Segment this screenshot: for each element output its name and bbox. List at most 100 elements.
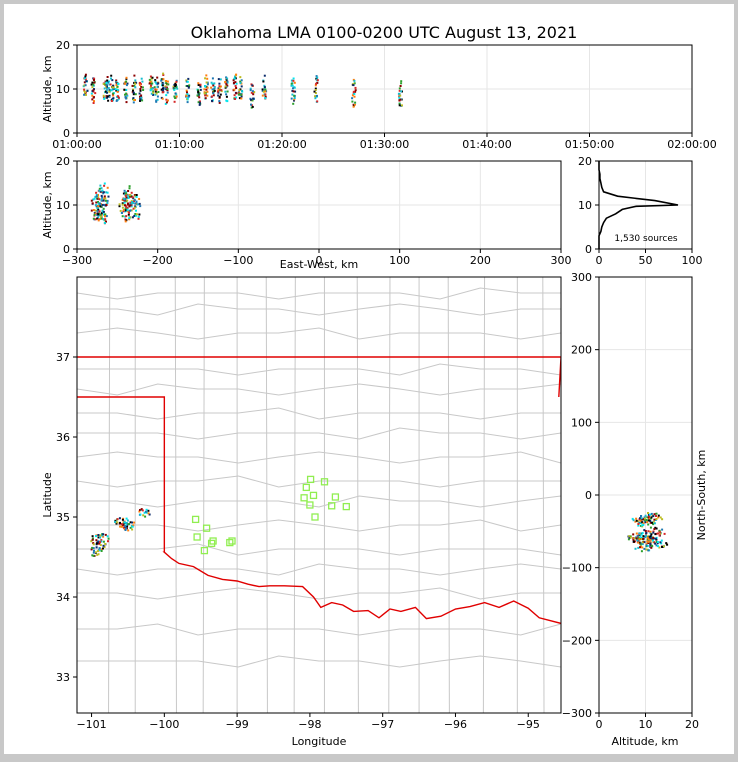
map-source-point [125,517,128,520]
time-height-point [83,84,86,87]
ns-point [652,530,655,533]
time-height-point [111,86,114,89]
map-source-point [92,554,95,557]
map-xtick-label: −95 [517,718,540,731]
map-source-point [107,540,109,543]
ns-point [653,522,656,525]
time-height-point [294,90,297,93]
time-height-point [252,97,255,100]
time-height-point [316,81,319,84]
time-height-point [110,77,112,80]
ns-point [663,532,666,535]
time-height-point [114,88,117,90]
lma-station-marker [202,524,211,532]
ew-point [96,217,99,220]
time-height-point [166,91,169,94]
time-height-point [174,82,177,85]
time-height-point [198,103,201,106]
ew-point [131,196,134,199]
time-height-point [113,87,116,90]
time-height-point [197,90,200,93]
time-height-point [106,95,109,98]
ns-point [654,542,657,545]
map-source-point [90,540,93,543]
ew-point [135,195,138,198]
ns-point [638,521,641,524]
ew-point [97,214,100,217]
time-height-point [261,89,264,92]
map-source-point [97,534,100,536]
ew-xtick-label: −200 [143,254,173,267]
time-height-point [234,97,237,100]
ew-point [100,187,103,190]
time-height-point [134,99,136,101]
time-height-point [249,89,252,92]
time-height-point [211,82,214,85]
time-height-point [126,94,129,97]
map-source-point [96,553,99,556]
time-height-point [91,86,94,89]
ew-point [100,217,103,220]
ew-point [124,198,127,201]
lma-station-marker [300,494,308,502]
map-source-point [95,546,98,549]
time-height-point [155,100,158,103]
ns-point [652,515,655,518]
time-height-point [204,94,207,97]
time-height-point [218,101,221,104]
ns-point [643,541,646,544]
map-source-point [116,521,119,524]
ns-point [655,515,657,517]
ew-point [91,202,94,205]
ns-point [645,532,648,534]
time-height-point [218,100,221,103]
time-height-point [293,86,296,89]
time-height-point [92,102,95,104]
ns-ylabel: North-South, km [695,450,708,541]
map-source-point [91,538,94,541]
time-height-point [400,80,403,83]
time-height-point [199,83,202,86]
ns-point [641,546,644,549]
map-source-point [139,509,141,511]
time-height-point [138,92,141,95]
time-height-point [124,82,127,85]
ns-point [666,543,669,546]
ns-point [637,524,640,527]
ew-point [128,187,131,190]
time-height-point [250,106,253,109]
ns-point [634,520,637,523]
time-height-point [108,83,111,86]
ns-point [646,540,649,543]
ew-ytick-label: 10 [56,199,70,212]
time-height-point [205,88,208,91]
time-height-point [162,82,165,85]
ns-point [653,541,656,544]
time-height-point [125,92,128,95]
time-height-point [263,84,266,87]
time-height-point [262,80,265,83]
ew-point [127,190,130,192]
time-height-point [175,95,178,98]
map-source-point [124,525,127,528]
map-source-point [99,534,102,537]
time-height-point [204,91,207,94]
time-height-point [112,97,115,100]
map-xtick-label: −98 [298,718,321,731]
time-height-panel: 01:00:00 01:10:00 01:20:00 01:30:00 01:40:00… [41,39,717,151]
ns-point [652,531,655,534]
time-height-point [261,88,264,91]
time-height-point [152,90,155,93]
lma-station-marker [226,538,234,547]
time-height-point [240,79,243,82]
ew-point [95,201,98,204]
ew-point [138,213,141,216]
ew-point [101,196,104,199]
ew-point [133,199,136,202]
time-height-point [211,77,214,80]
time-height-point [83,88,86,91]
ns-point [655,512,658,515]
county-lines [77,277,561,713]
time-height-point [165,94,168,97]
ns-point [646,521,649,524]
